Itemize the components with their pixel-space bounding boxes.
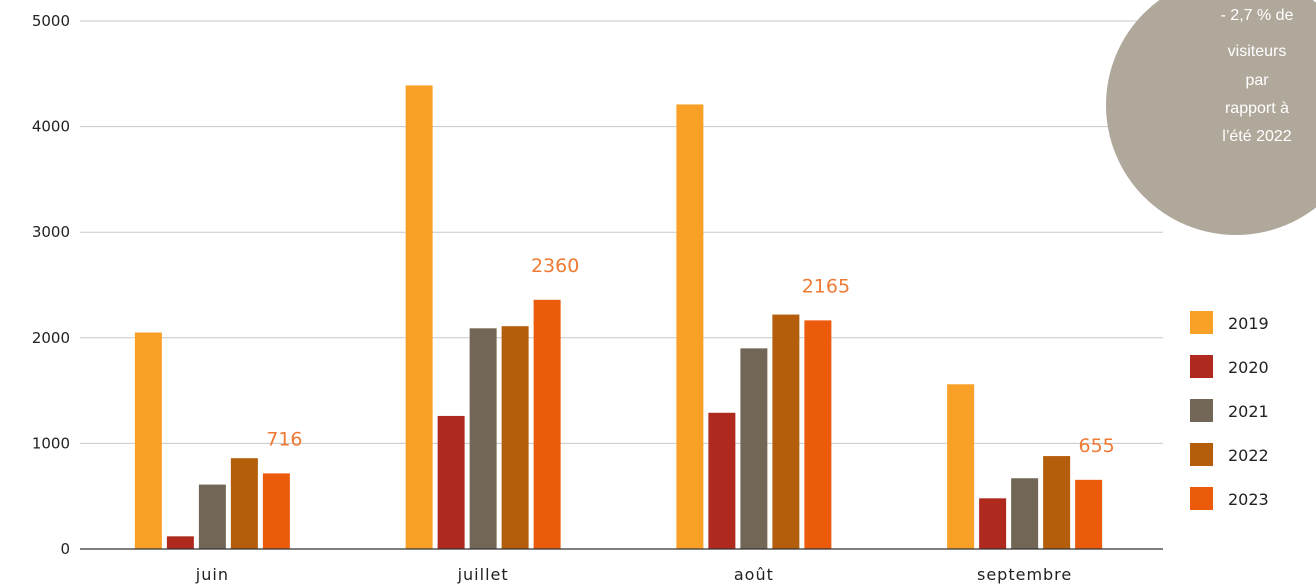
- bar-2020-septembre: [979, 498, 1007, 549]
- x-category-label: juin: [195, 565, 229, 584]
- bar-2021-juin: [198, 484, 226, 549]
- bar-2023-juillet: [533, 299, 561, 549]
- bar-2019-juin: [134, 332, 162, 549]
- y-tick-label: 5000: [32, 12, 70, 30]
- callout-line-3: par: [1245, 72, 1269, 89]
- bar-2022-septembre: [1043, 456, 1071, 549]
- data-label-juillet: 2360: [531, 255, 579, 277]
- y-tick-label: 3000: [32, 223, 70, 241]
- callout-circle: [1106, 0, 1316, 235]
- bar-2023-juin: [262, 473, 290, 549]
- x-category-label: juillet: [457, 565, 509, 584]
- bar-2023-septembre: [1075, 479, 1103, 549]
- bar-2022-août: [772, 314, 800, 549]
- bar-2021-août: [740, 348, 768, 549]
- bar-2019-août: [676, 104, 704, 549]
- legend-label-2021: 2021: [1228, 402, 1269, 421]
- callout-badge: - 2,7 % de visiteurs par rapport à l’été…: [1106, 0, 1316, 235]
- legend: 2019 2020 2021 2022 2023: [1190, 311, 1269, 510]
- legend-swatch-2020: [1190, 355, 1213, 378]
- bar-2020-août: [708, 412, 736, 549]
- callout-line-4: rapport à: [1225, 100, 1289, 117]
- y-tick-label: 2000: [32, 329, 70, 347]
- legend-label-2019: 2019: [1228, 314, 1269, 333]
- x-axis-categories: juin juillet août septembre: [195, 565, 1072, 584]
- legend-label-2023: 2023: [1228, 490, 1269, 509]
- data-label-août: 2165: [802, 275, 850, 297]
- bar-2023-août: [804, 320, 832, 549]
- y-axis-ticks: 0 1000 2000 3000 4000 5000: [32, 12, 70, 558]
- data-labels: 716 2360 2165 655: [266, 255, 1115, 457]
- bar-2022-juin: [230, 458, 258, 549]
- legend-swatch-2019: [1190, 311, 1213, 334]
- callout-line-1: - 2,7 % de: [1221, 7, 1294, 24]
- gridlines: [80, 20, 1163, 444]
- legend-label-2022: 2022: [1228, 446, 1269, 465]
- bar-2020-juillet: [437, 415, 465, 549]
- data-label-septembre: 655: [1078, 435, 1114, 457]
- y-tick-label: 1000: [32, 434, 70, 452]
- bars: [134, 85, 1103, 549]
- legend-swatch-2022: [1190, 443, 1213, 466]
- data-label-juin: 716: [266, 428, 302, 450]
- x-category-label: septembre: [977, 565, 1072, 584]
- bar-2021-juillet: [469, 328, 497, 549]
- callout-line-5: l’été 2022: [1222, 128, 1291, 145]
- bar-2019-juillet: [405, 85, 433, 549]
- bar-2020-juin: [166, 536, 194, 549]
- legend-swatch-2023: [1190, 487, 1213, 510]
- bar-2021-septembre: [1011, 478, 1039, 549]
- legend-swatch-2021: [1190, 399, 1213, 422]
- x-category-label: août: [734, 565, 774, 584]
- legend-label-2020: 2020: [1228, 358, 1269, 377]
- bar-2019-septembre: [947, 384, 975, 549]
- y-tick-label: 4000: [32, 118, 70, 136]
- callout-line-2: visiteurs: [1228, 43, 1287, 60]
- y-tick-label: 0: [60, 540, 70, 558]
- bar-2022-juillet: [501, 326, 529, 549]
